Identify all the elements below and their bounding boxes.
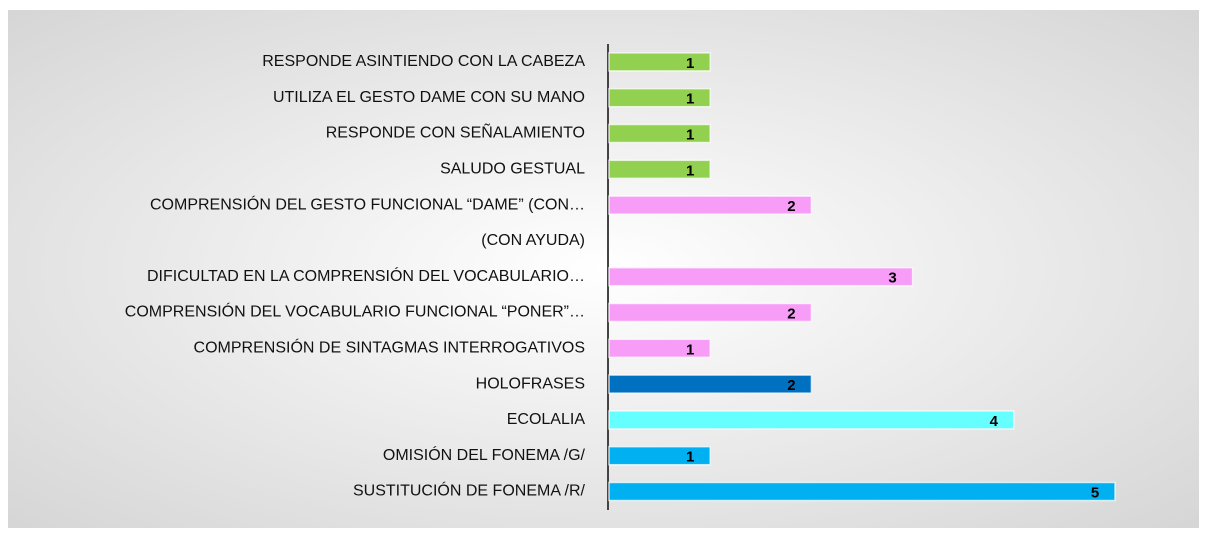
bar xyxy=(608,123,711,144)
bar xyxy=(608,374,813,394)
category-label: COMPRENSIÓN DEL GESTO FUNCIONAL “DAME” (… xyxy=(150,194,585,213)
bar xyxy=(608,302,813,323)
category-label: (CON AYUDA) xyxy=(481,232,585,249)
bar xyxy=(608,410,1015,430)
bar xyxy=(608,195,813,215)
value-label: 1 xyxy=(686,91,694,108)
value-label: 1 xyxy=(686,162,694,179)
value-label: 5 xyxy=(1091,484,1099,501)
value-label: 2 xyxy=(787,198,795,215)
bar xyxy=(608,159,711,180)
value-label: 1 xyxy=(686,449,694,466)
category-label: SUSTITUCIÓN DE FONEMA /R/ xyxy=(353,481,586,500)
category-label: RESPONDE CON SEÑALAMIENTO xyxy=(326,122,585,142)
category-label: OMISIÓN DEL FONEMA /G/ xyxy=(383,445,586,464)
category-label: ECOLALIA xyxy=(507,411,586,428)
value-label: 1 xyxy=(686,55,694,72)
category-label: SALUDO GESTUAL xyxy=(440,161,585,178)
value-label: 1 xyxy=(686,341,694,358)
value-label: 2 xyxy=(787,305,795,322)
value-label: 3 xyxy=(888,270,896,287)
bar xyxy=(608,481,1116,502)
bar xyxy=(608,87,711,108)
bar xyxy=(608,266,914,287)
value-label: 1 xyxy=(686,126,694,143)
category-label: RESPONDE ASINTIENDO CON LA CABEZA xyxy=(262,53,585,70)
category-label: COMPRENSIÓN DEL VOCABULARIO FUNCIONAL “P… xyxy=(125,302,585,321)
bar xyxy=(608,52,711,72)
category-label: COMPRENSIÓN DE SINTAGMAS INTERROGATIVOS xyxy=(194,338,585,357)
bar xyxy=(608,445,711,466)
category-label: UTILIZA EL GESTO DAME CON SU MANO xyxy=(273,89,585,106)
value-label: 4 xyxy=(990,413,999,430)
category-label: DIFICULTAD EN LA COMPRENSIÓN DEL VOCABUL… xyxy=(147,266,585,285)
plot-background xyxy=(8,10,1199,528)
category-label: HOLOFRASES xyxy=(476,375,585,392)
bar xyxy=(608,338,711,359)
value-label: 2 xyxy=(787,377,795,394)
